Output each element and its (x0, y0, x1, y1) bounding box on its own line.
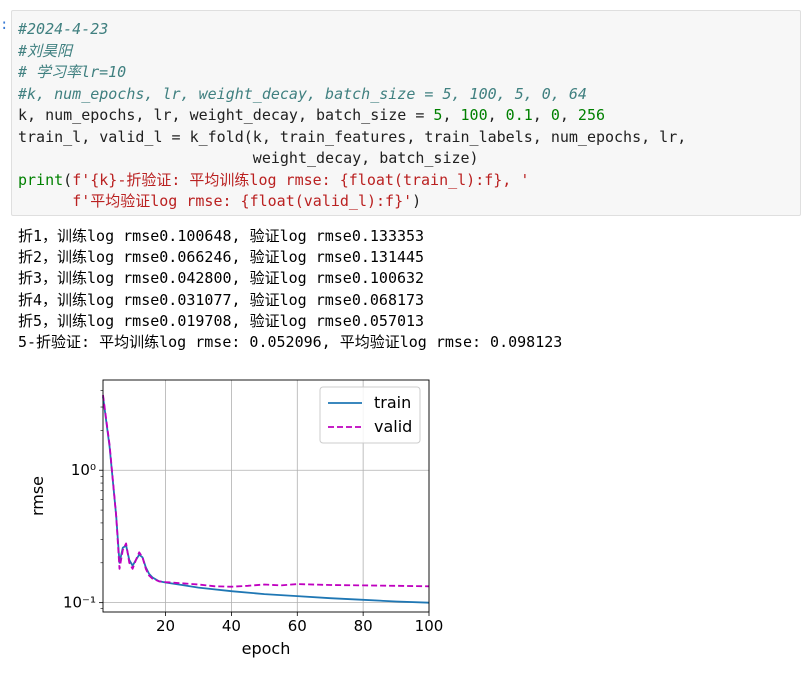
output-line: 折2，训练log rmse0.066246, 验证log rmse0.13144… (18, 248, 425, 267)
legend-box (319, 386, 421, 444)
cell-gutter-marker: : (0, 17, 9, 33)
code-comment-date: #2024-4-23 (18, 20, 109, 38)
output-line: 折5，训练log rmse0.019708, 验证log rmse0.05701… (18, 311, 425, 330)
output-line: 折3，训练log rmse0.042800, 验证log rmse0.10063… (18, 269, 425, 288)
output-summary-line: 5-折验证: 平均训练log rmse: 0.052096, 平均验证log r… (18, 333, 563, 352)
legend-label-train: train (374, 393, 411, 412)
code-comment-params: #k, num_epochs, lr, weight_decay, batch_… (18, 84, 587, 103)
output-line: 折1，训练log rmse0.100648, 验证log rmse0.13335… (18, 227, 425, 245)
code-comment-author: #刘昊阳 (18, 41, 73, 60)
x-tick-label: 80 (354, 617, 373, 635)
x-tick-label: 20 (156, 617, 175, 635)
x-axis-label: epoch (242, 639, 291, 658)
code-line-assign: k, num_epochs, lr, weight_decay, batch_s… (18, 106, 606, 124)
series-line-train (102, 396, 430, 604)
x-tick-label: 100 (415, 617, 444, 635)
legend-label-valid: valid (374, 417, 412, 436)
code-comment-lr: # 学习率lr=10 (18, 63, 127, 81)
code-cell[interactable]: #2024-4-23 #刘昊阳 # 学习率lr=10 #k, num_epoch… (11, 10, 801, 216)
code-line-print-cont: f'平均验证log rmse: {float(valid_l):f}') (72, 192, 422, 210)
code-line-kfold: train_l, valid_l = k_fold(k, train_featu… (18, 127, 687, 146)
output-line: 折4，训练log rmse0.031077, 验证log rmse0.06817… (18, 290, 425, 309)
axes-frame (102, 379, 430, 613)
code-line-print: print(f'{k}-折验证: 平均训练log rmse: {float(tr… (18, 170, 530, 189)
y-tick-label: 10⁻¹ (63, 594, 96, 612)
x-tick-label: 60 (288, 617, 307, 635)
y-axis-label: rmse (28, 476, 47, 516)
code-line-kfold-cont: weight_decay, batch_size) (18, 149, 479, 167)
cell-output-text: 折1，训练log rmse0.100648, 验证log rmse0.13335… (18, 226, 562, 353)
rmse-line-chart: 20 40 60 80 100 10⁰ 10⁻¹ epoch rmse train valid (28, 379, 444, 658)
code-editor[interactable]: #2024-4-23 #刘昊阳 # 学习率lr=10 #k, num_epoch… (18, 19, 686, 213)
y-tick-label: 10⁰ (71, 461, 96, 479)
x-tick-label: 40 (222, 617, 241, 635)
